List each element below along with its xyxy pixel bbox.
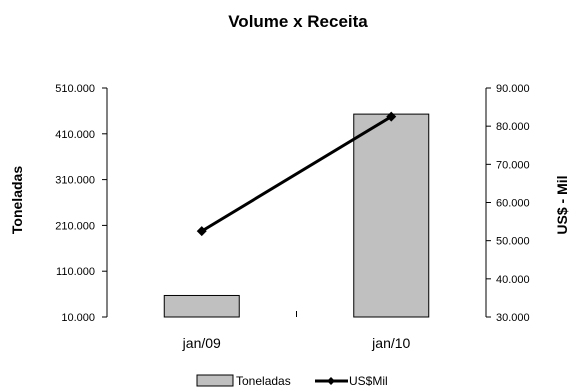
right-tick-label: 90.000 [496,83,530,95]
line-series-usd [200,115,393,233]
bar-jan-10 [353,113,430,318]
line-point-jan-10 [386,111,397,122]
legend: Toneladas US$Mil [196,374,388,388]
right-tick-label: 70.000 [496,159,530,171]
right-tick-label: 80.000 [496,121,530,133]
plot-area: 510.000 410.000 310.000 210.000 110.000 10.00… [55,83,529,351]
legend-label-usd: US$Mil [349,374,388,388]
left-tick-label: 310.000 [55,175,95,187]
line-point-jan-09 [196,226,207,237]
right-tick-label: 60.000 [496,198,530,210]
left-tick-label: 110.000 [56,266,95,278]
left-axis-title: Toneladas [9,166,25,234]
legend-swatch-toneladas [196,374,234,387]
category-label: jan/10 [371,335,410,351]
left-tick-label: 410.000 [55,129,95,141]
legend-label-toneladas: Toneladas [236,374,291,388]
left-tick-label: 510.000 [55,83,95,95]
right-tick-label: 50.000 [496,236,530,248]
category-label: jan/09 [182,335,221,351]
left-tick-label: 10.000 [61,312,95,324]
legend-swatch-usd-marker [327,377,335,385]
right-tick-label: 30.000 [496,312,530,324]
bar-jan-09 [163,294,240,318]
right-axis-title: US$ - Mil [554,175,570,234]
chart-title: Volume x Receita [228,12,368,31]
left-tick-label: 210.000 [55,220,95,232]
right-tick-label: 40.000 [496,274,530,286]
